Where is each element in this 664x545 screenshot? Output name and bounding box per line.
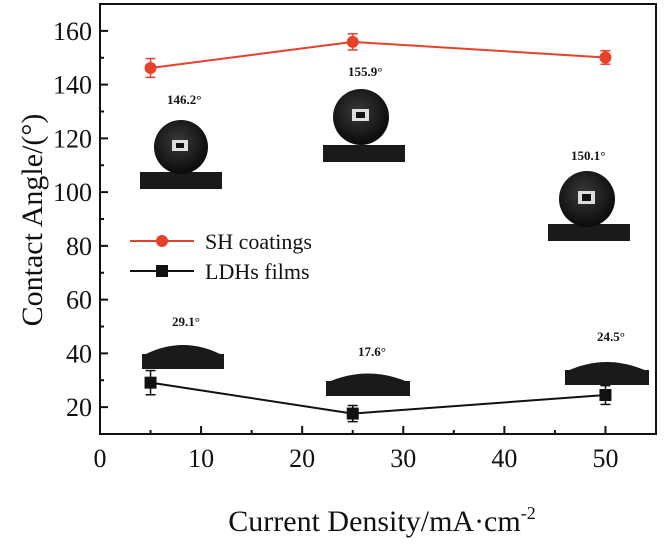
droplet-image-146 (140, 120, 222, 189)
droplet-image-29 (142, 345, 224, 369)
data-point (144, 376, 157, 389)
legend-marker-ldh (156, 265, 168, 277)
legend: SH coatings LDHs films (130, 229, 312, 284)
data-point (346, 407, 359, 420)
annotation-label: 29.1° (172, 314, 200, 329)
x-tick-label: 20 (289, 444, 315, 473)
y-tick-label: 140 (53, 71, 92, 100)
y-tick-label: 80 (66, 232, 92, 261)
y-tick-label: 40 (66, 339, 92, 368)
x-axis-label-sup: -2 (521, 503, 536, 523)
annotation-label: 146.2° (167, 92, 201, 107)
x-tick-label: 0 (94, 444, 107, 473)
y-tick-label: 160 (53, 17, 92, 46)
droplet-image-155 (323, 89, 405, 162)
y-tick-label: 20 (66, 393, 92, 422)
data-point (144, 61, 157, 74)
annotation-label: 17.6° (358, 344, 386, 359)
x-axis-label-main: Current Density/mA·cm (228, 505, 520, 538)
y-tick-label: 120 (53, 124, 92, 153)
annotation-label: 150.1° (571, 148, 605, 163)
data-point (346, 35, 359, 48)
x-tick-label: 50 (592, 444, 618, 473)
annotation-label: 24.5° (597, 329, 625, 344)
annotation-label: 155.9° (348, 64, 382, 79)
y-tick-label: 60 (66, 286, 92, 315)
legend-label-sh: SH coatings (205, 229, 312, 254)
data-point (599, 389, 612, 402)
x-tick-label: 40 (491, 444, 517, 473)
droplet-image-17 (326, 373, 410, 396)
legend-label-ldh: LDHs films (205, 259, 310, 284)
droplet-image-24 (565, 362, 649, 385)
droplet-image-150 (548, 171, 630, 241)
x-tick-label: 30 (390, 444, 416, 473)
x-tick-label: 10 (188, 444, 214, 473)
data-point (599, 51, 612, 64)
x-axis-label: Current Density/mA·cm-2 (228, 503, 535, 538)
y-axis-label: Contact Angle/(°) (16, 114, 49, 327)
legend-marker-sh (156, 235, 168, 247)
y-tick-label: 100 (53, 178, 92, 207)
